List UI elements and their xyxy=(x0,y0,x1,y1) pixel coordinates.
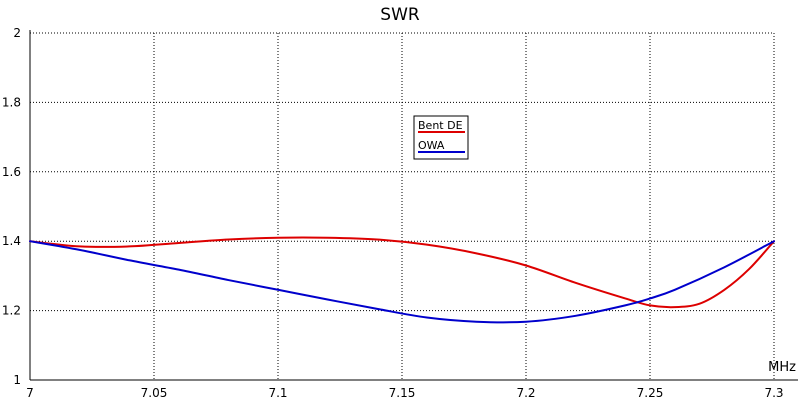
x-tick-label: 7.15 xyxy=(389,386,416,400)
series-line-bent-de xyxy=(29,236,775,309)
y-tick-label: 1 xyxy=(13,373,21,387)
y-tick-label: 1.4 xyxy=(2,234,21,248)
series-line-owa xyxy=(29,240,775,324)
axis-layer xyxy=(29,30,798,381)
y-tick-label: 1.6 xyxy=(2,165,21,179)
legend-label-bent-de: Bent DE xyxy=(418,119,463,132)
x-tick-label: 7.3 xyxy=(764,386,783,400)
ticks-layer: 7 7.05 7.1 7.15 7.2 7.25 7.3 1 1.2 1.4 1.6 1.8 2 xyxy=(2,26,784,400)
y-tick-label: 2 xyxy=(13,26,21,40)
chart-title: SWR xyxy=(380,5,420,25)
y-tick-label: 1.2 xyxy=(2,304,21,318)
x-tick-label: 7 xyxy=(26,386,34,400)
legend-label-owa: OWA xyxy=(418,139,445,152)
x-tick-label: 7.05 xyxy=(141,386,168,400)
x-tick-label: 7.25 xyxy=(637,386,664,400)
x-axis-unit: MHz xyxy=(768,360,796,375)
x-tick-label: 7.1 xyxy=(268,386,287,400)
legend: Bent DE OWA xyxy=(413,115,469,160)
x-tick-label: 7.2 xyxy=(516,386,535,400)
series-layer xyxy=(29,236,775,324)
y-tick-label: 1.8 xyxy=(2,95,21,109)
